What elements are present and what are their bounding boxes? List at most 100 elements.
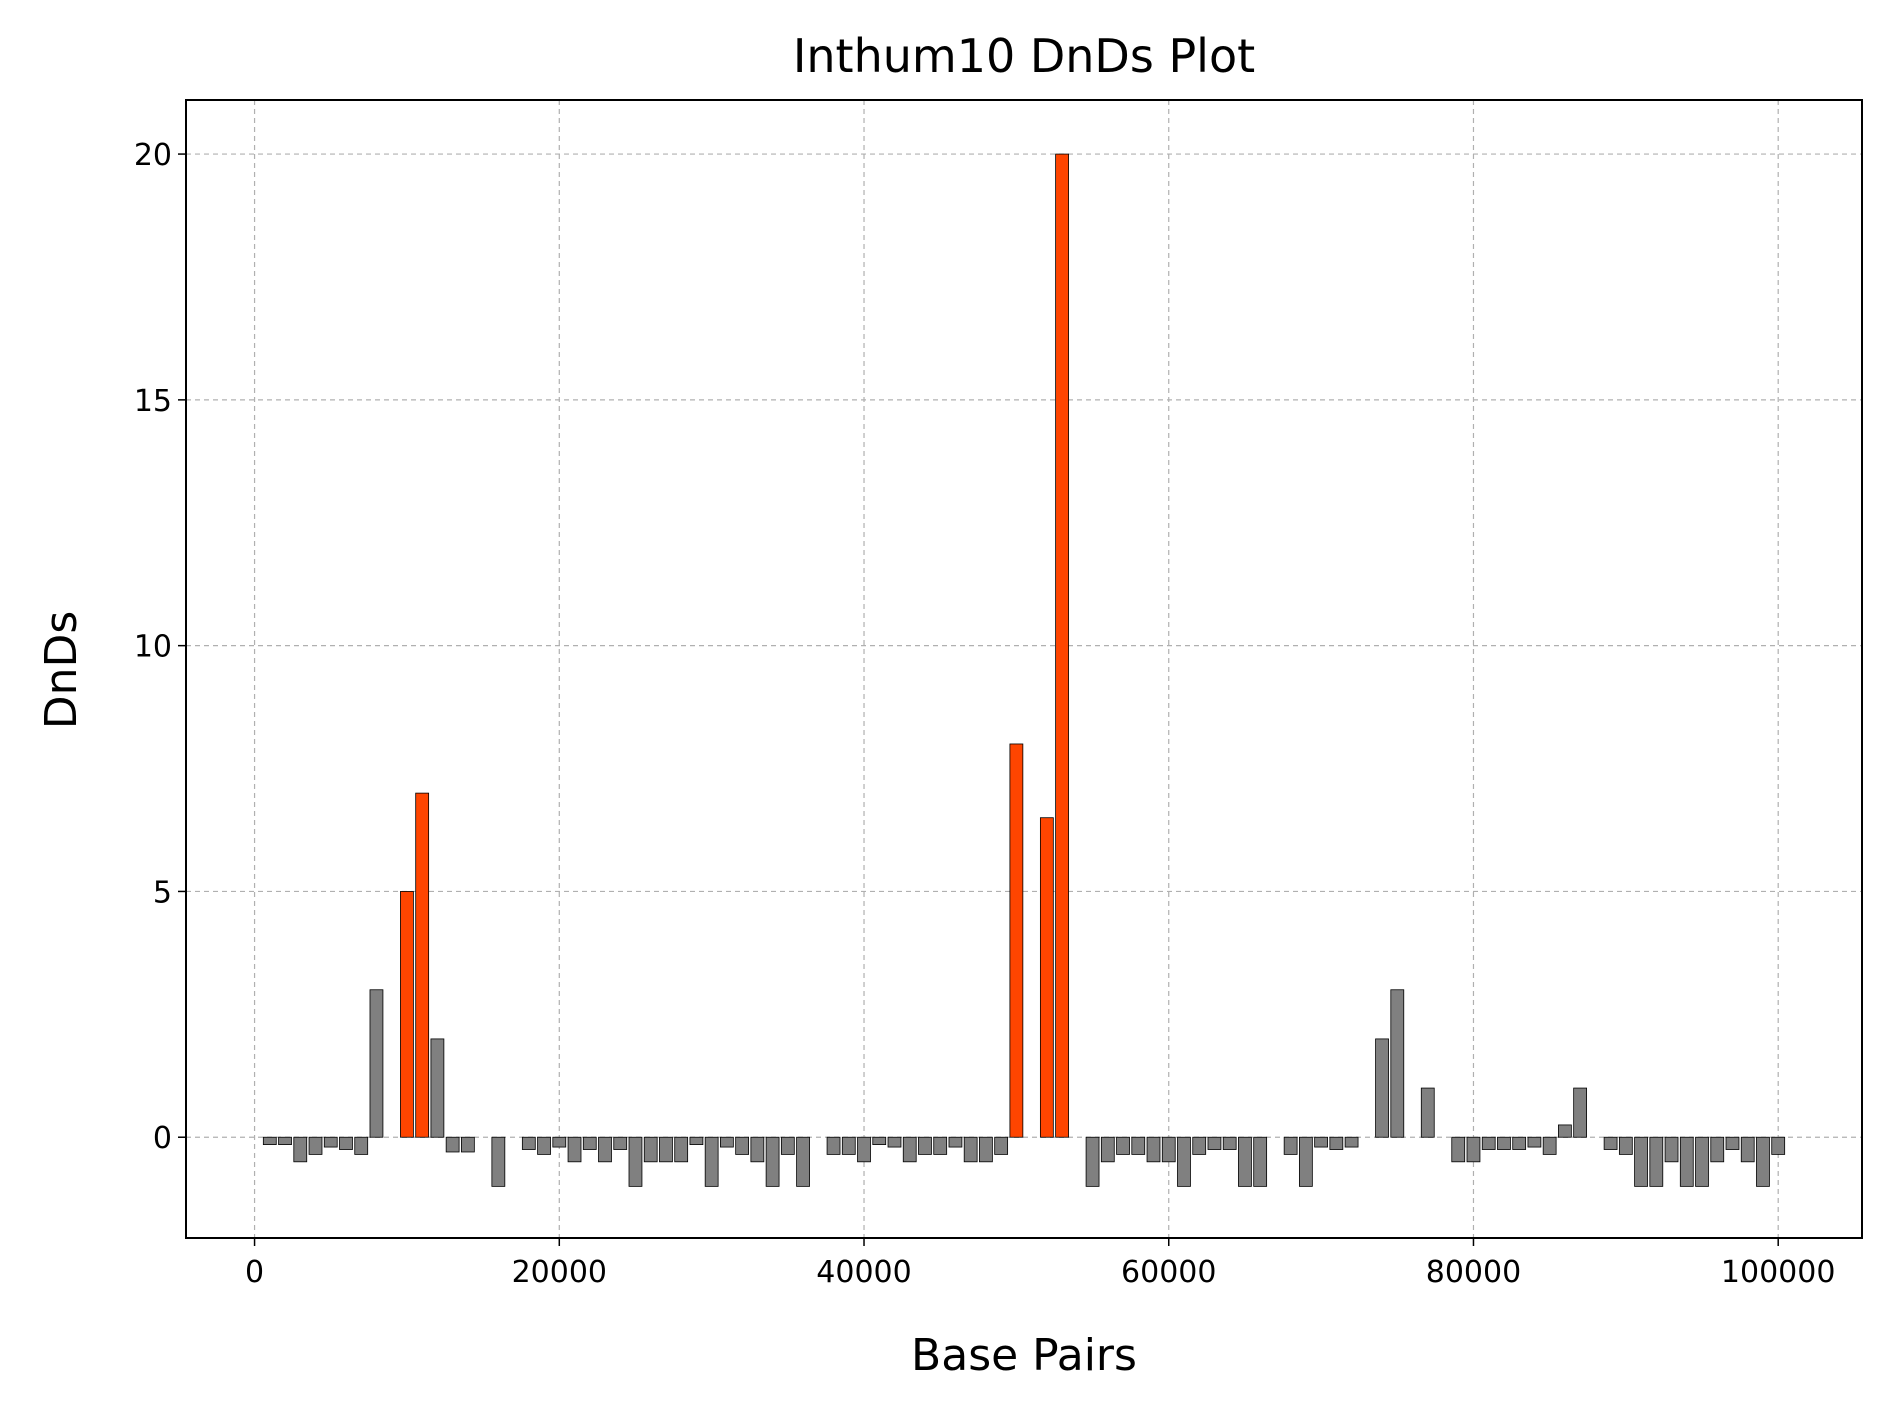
- bar: [796, 1136, 810, 1187]
- bar: [1344, 1136, 1359, 1148]
- bar: [887, 1136, 902, 1148]
- bar: [1420, 1087, 1435, 1138]
- plot-frame: [185, 99, 1863, 1239]
- bar: [765, 1136, 780, 1187]
- bar: [1679, 1136, 1694, 1187]
- bar: [994, 1136, 1009, 1155]
- bar: [872, 1136, 887, 1146]
- x-axis-label: Base Pairs: [911, 1330, 1137, 1381]
- bar: [1466, 1136, 1481, 1163]
- x-tick-label: 100000: [1721, 1255, 1836, 1290]
- bar: [369, 989, 384, 1138]
- bar: [857, 1136, 871, 1163]
- bar: [1161, 1136, 1176, 1163]
- bar: [1314, 1136, 1328, 1148]
- x-tick-label: 0: [245, 1255, 264, 1290]
- bar: [1375, 1038, 1389, 1138]
- bar: [1131, 1136, 1146, 1155]
- x-tick-label: 80000: [1426, 1255, 1521, 1290]
- y-tick-label: 15: [134, 384, 172, 419]
- bar: [1451, 1136, 1466, 1163]
- bar: [1390, 989, 1405, 1138]
- x-tick-label: 20000: [512, 1255, 607, 1290]
- bar: [841, 1136, 856, 1155]
- bar: [918, 1136, 932, 1155]
- bar: [1497, 1136, 1511, 1150]
- bar: [1146, 1136, 1161, 1163]
- bar: [933, 1136, 948, 1155]
- bar: [445, 1136, 460, 1153]
- bar: [339, 1136, 353, 1150]
- bar: [689, 1136, 704, 1146]
- bar: [1116, 1136, 1130, 1155]
- y-tick-label: 5: [153, 875, 172, 910]
- bar: [1542, 1136, 1557, 1155]
- bar: [430, 1038, 445, 1138]
- bar: [963, 1136, 978, 1163]
- bar: [826, 1136, 841, 1155]
- bar: [1100, 1136, 1115, 1163]
- x-tick-label: 40000: [816, 1255, 911, 1290]
- bar: [628, 1136, 643, 1187]
- bars-layer: [262, 153, 1786, 1187]
- bar: [567, 1136, 582, 1163]
- chart-title: Inthum10 DnDs Plot: [793, 29, 1255, 83]
- bar: [979, 1136, 993, 1163]
- bar: [1695, 1136, 1709, 1187]
- bar: [659, 1136, 673, 1163]
- bar: [613, 1136, 628, 1150]
- bar: [1756, 1136, 1770, 1187]
- bar: [750, 1136, 765, 1163]
- bar: [1298, 1136, 1313, 1187]
- bar: [1329, 1136, 1344, 1150]
- bar: [1603, 1136, 1618, 1150]
- bar: [1283, 1136, 1298, 1155]
- y-tick-label: 0: [153, 1121, 172, 1156]
- bar: [491, 1136, 506, 1187]
- bar: [780, 1136, 795, 1155]
- bar: [720, 1136, 734, 1148]
- y-tick-label: 20: [134, 138, 172, 173]
- bar: [415, 792, 430, 1138]
- bar: [1558, 1124, 1572, 1138]
- bar: [278, 1136, 292, 1146]
- bar: [582, 1136, 597, 1150]
- bar: [1207, 1136, 1222, 1150]
- bar: [1039, 817, 1054, 1138]
- bar: [948, 1136, 963, 1148]
- bar: [1710, 1136, 1725, 1163]
- bar: [262, 1136, 277, 1146]
- y-axis-label: DnDs: [36, 611, 87, 730]
- bar: [400, 891, 414, 1138]
- bar: [354, 1136, 369, 1155]
- bar: [643, 1136, 658, 1163]
- bar: [1085, 1136, 1100, 1187]
- bar: [521, 1136, 536, 1150]
- bar: [1725, 1136, 1740, 1150]
- bar: [1222, 1136, 1237, 1150]
- bar: [537, 1136, 551, 1155]
- x-tick-label: 60000: [1121, 1255, 1216, 1290]
- bar: [1771, 1136, 1786, 1155]
- bar: [1573, 1087, 1588, 1138]
- bar: [674, 1136, 689, 1163]
- bar: [1192, 1136, 1207, 1155]
- bar: [1481, 1136, 1496, 1150]
- bar: [552, 1136, 567, 1148]
- bar: [1009, 743, 1024, 1138]
- bar: [1634, 1136, 1648, 1187]
- bar: [308, 1136, 323, 1155]
- bar: [704, 1136, 719, 1187]
- bar: [1527, 1136, 1542, 1148]
- bar: [323, 1136, 338, 1148]
- bar: [1618, 1136, 1633, 1155]
- ticks-layer: 0 20000 40000 60000 80000 100000 0 5 10 15 20: [134, 138, 1836, 1290]
- bar: [598, 1136, 612, 1163]
- bar: [1177, 1136, 1191, 1187]
- y-tick-label: 10: [134, 630, 172, 665]
- bar: [1512, 1136, 1527, 1150]
- bar: [1664, 1136, 1679, 1163]
- bar: [293, 1136, 308, 1163]
- bar: [1238, 1136, 1252, 1187]
